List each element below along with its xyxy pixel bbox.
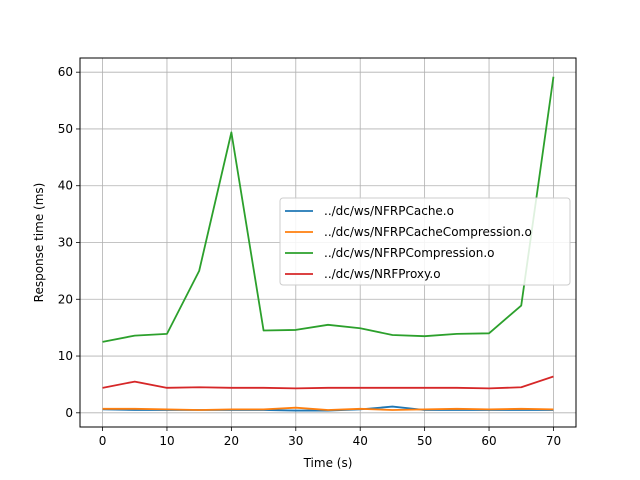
series-lines	[102, 76, 555, 412]
legend-label: ../dc/ws/NFRPCache.o	[324, 204, 454, 218]
x-tick-label: 10	[159, 434, 174, 448]
x-tick-label: 20	[224, 434, 239, 448]
x-tick-label: 50	[417, 434, 432, 448]
legend-label: ../dc/ws/NFRPCompression.o	[324, 246, 495, 260]
legend-label: ../dc/ws/NFRPCacheCompression.o	[324, 225, 532, 239]
legend-label: ../dc/ws/NRFProxy.o	[324, 267, 441, 281]
series-line-4	[102, 375, 554, 390]
legend-box	[279, 197, 571, 286]
y-tick-label: 50	[58, 122, 73, 136]
series-line-2	[102, 406, 554, 411]
y-tick-label: 40	[58, 179, 73, 193]
x-axis-title: Time (s)	[303, 456, 353, 470]
y-tick-label: 30	[58, 236, 73, 250]
y-axis-title: Response time (ms)	[32, 183, 46, 303]
y-tick-label: 20	[58, 292, 73, 306]
series-line-3	[102, 76, 555, 343]
y-tick-label: 60	[58, 65, 73, 79]
x-tick-label: 70	[546, 434, 561, 448]
ticks: 0 10 20 30 40 50 60 70 0 10 20 30 40 50 60	[58, 65, 561, 448]
x-tick-label: 40	[353, 434, 368, 448]
x-tick-label: 30	[288, 434, 303, 448]
y-tick-label: 10	[58, 349, 73, 363]
x-tick-label: 0	[99, 434, 107, 448]
y-tick-label: 0	[65, 406, 73, 420]
x-tick-label: 60	[481, 434, 496, 448]
legend: ../dc/ws/NFRPCache.o ../dc/ws/NFRPCacheCo…	[279, 197, 571, 286]
